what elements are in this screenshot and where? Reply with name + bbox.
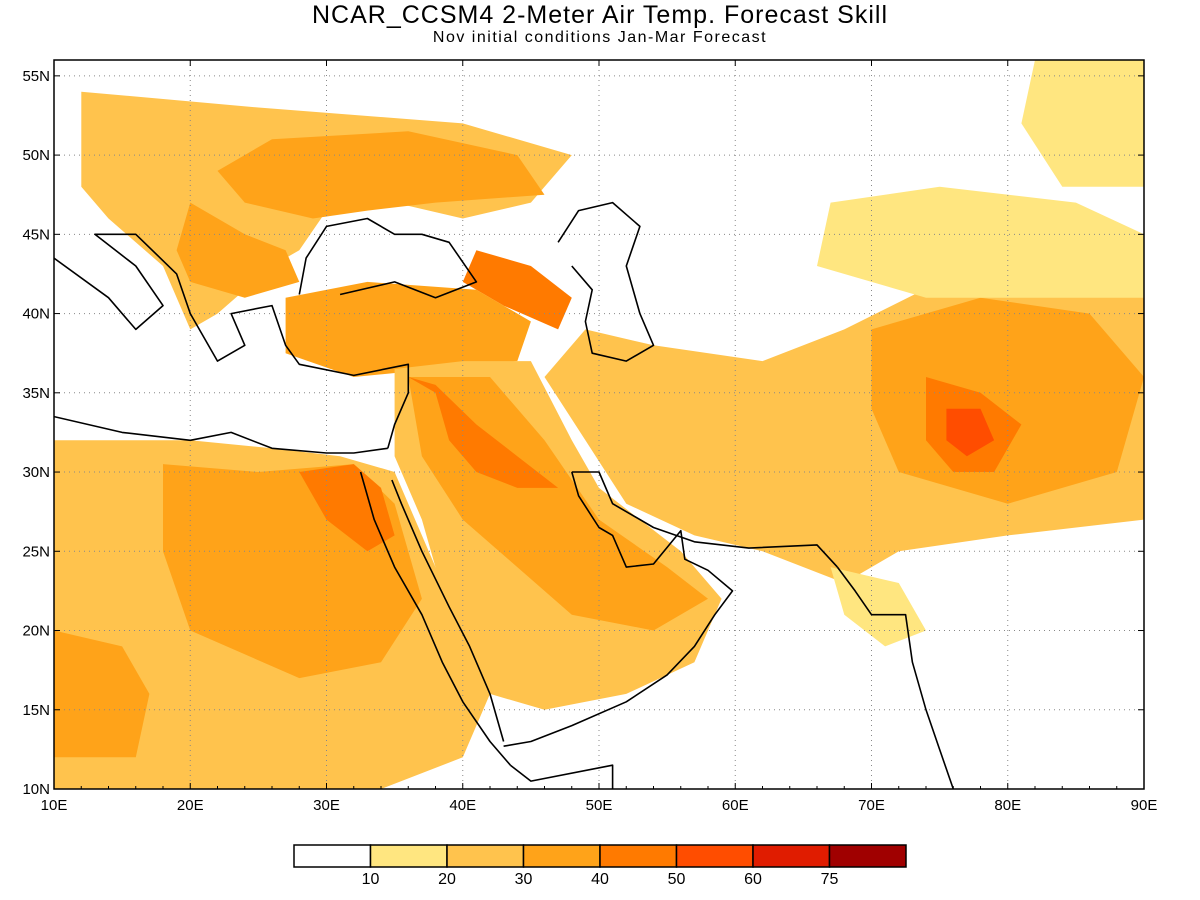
colorbar-swatch <box>522 844 601 868</box>
lat-label: 30N <box>22 464 50 481</box>
lon-label: 40E <box>449 797 476 814</box>
colorbar-swatch <box>369 844 448 868</box>
colorbar-swatch <box>446 844 525 868</box>
axis-ticks: 10E 20E 30E 40E 50E 60E 70E 80E 90E 10N 15N 20N 25N 3… <box>22 60 1157 814</box>
coastline-red-sea-east <box>391 479 505 742</box>
skill-region-himalaya-core <box>946 408 995 457</box>
skill-region-india-patch <box>830 567 926 647</box>
skill-region-ukraine <box>217 131 545 219</box>
lat-label: 35N <box>22 385 50 402</box>
colorbar-swatch <box>752 844 831 868</box>
skill-region-balkans <box>176 202 300 298</box>
colorbar: 10 20 30 40 50 60 75 <box>293 844 907 888</box>
lon-label: 30E <box>313 797 340 814</box>
colorbar-label: 75 <box>821 871 839 888</box>
coastline-red-sea-west <box>359 471 512 766</box>
lon-label: 20E <box>177 797 204 814</box>
skill-region-caucasus <box>462 250 572 330</box>
coastline-mediterranean-north <box>54 233 410 449</box>
lon-label: 70E <box>858 797 885 814</box>
lat-label: 55N <box>22 68 50 85</box>
lat-label: 50N <box>22 147 50 164</box>
lon-label: 80E <box>994 797 1021 814</box>
skill-region-west-sahara <box>54 630 150 758</box>
skill-shading-layer <box>54 60 1144 789</box>
lon-label: 90E <box>1131 797 1158 814</box>
skill-region-central-asia-north <box>817 186 1144 298</box>
coastline-arabia-south <box>503 471 734 747</box>
lon-label: 50E <box>586 797 613 814</box>
lat-label: 25N <box>22 543 50 560</box>
coastline-mediterranean-south <box>54 415 388 454</box>
lat-label: 40N <box>22 306 50 323</box>
coastline-horn-africa <box>509 764 614 789</box>
colorbar-label: 60 <box>744 871 762 888</box>
colorbar-label: 20 <box>438 871 456 888</box>
lat-label: 10N <box>22 781 50 798</box>
colorbar-swatch <box>675 844 754 868</box>
lon-label: 60E <box>722 797 749 814</box>
skill-region-turkey <box>285 281 531 377</box>
lon-label: 10E <box>41 797 68 814</box>
skill-region-mongolia <box>1021 60 1144 187</box>
coastline-iran-coast <box>571 471 838 568</box>
coastline-caspian-sea <box>557 201 655 362</box>
coastlines-layer <box>54 201 955 789</box>
colorbar-swatch <box>828 844 907 868</box>
page-subtitle: Nov initial conditions Jan-Mar Forecast <box>432 29 768 46</box>
lat-label: 15N <box>22 702 50 719</box>
colorbar-label: 30 <box>515 871 533 888</box>
lat-label: 45N <box>22 226 50 243</box>
skill-region-levant-hot <box>408 377 559 488</box>
coastline-india-west <box>836 566 955 789</box>
colorbar-label: 50 <box>668 871 686 888</box>
colorbar-label: 40 <box>591 871 609 888</box>
skill-region-egypt-hot <box>299 464 395 552</box>
page-title: NCAR_CCSM4 2-Meter Air Temp. Forecast Sk… <box>311 1 888 29</box>
colorbar-swatch <box>293 844 372 868</box>
colorbar-swatch <box>599 844 678 868</box>
coastline-black-sea <box>298 217 478 299</box>
colorbar-label: 10 <box>362 871 380 888</box>
lat-label: 20N <box>22 623 50 640</box>
